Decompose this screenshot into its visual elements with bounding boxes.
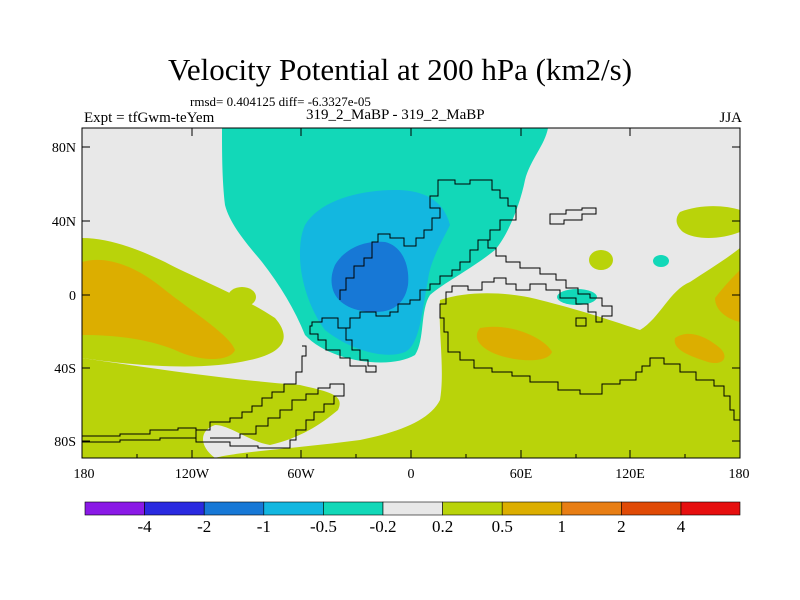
colorbar-label-6: 0.5 xyxy=(492,517,513,536)
colorbar-label-8: 2 xyxy=(617,517,626,536)
region-pos-small-1 xyxy=(228,287,256,307)
contour-fill xyxy=(82,128,740,458)
coastlines xyxy=(82,179,740,449)
lat-label-80n: 80N xyxy=(52,141,76,156)
lon-label-60e: 60E xyxy=(510,467,533,482)
colorbar-label-1: -2 xyxy=(197,517,211,536)
lon-labels: 180 120W 60W 0 60E 120E 180 xyxy=(74,467,750,482)
colorbar-box-5 xyxy=(382,501,443,516)
region-mid-africa xyxy=(476,326,552,361)
colorbar-box-2 xyxy=(203,501,265,516)
colorbar-box-3 xyxy=(263,501,324,516)
colorbar-label-3: -0.5 xyxy=(310,517,337,536)
colorbar-box-9 xyxy=(621,501,682,516)
subtitle: 319_2_MaBP - 319_2_MaBP xyxy=(306,107,485,123)
colorbar-label-2: -1 xyxy=(257,517,271,536)
colorbar-label-7: 1 xyxy=(558,517,567,536)
region-neg-small-1 xyxy=(557,289,597,305)
region-mid-west xyxy=(82,259,235,359)
colorbar-labels: -4 -2 -1 -0.5 -0.2 0.2 0.5 1 2 4 xyxy=(138,517,686,536)
lon-label-180w: 180 xyxy=(74,467,95,482)
lat-label-40n: 40N xyxy=(52,215,76,230)
coast-island-2 xyxy=(575,317,587,327)
region-neg-small-2 xyxy=(653,255,669,267)
coast-america xyxy=(309,179,517,373)
season-label: JJA xyxy=(719,110,742,126)
colorbar xyxy=(84,501,741,516)
region-pos-africa-indian xyxy=(215,248,740,458)
colorbar-label-9: 4 xyxy=(677,517,686,536)
coast-south-america xyxy=(195,345,345,449)
region-pos-small-2 xyxy=(589,250,613,270)
region-mid-east xyxy=(674,333,725,364)
colorbar-label-5: 0.2 xyxy=(432,517,453,536)
map-title: Velocity Potential at 200 hPa (km2/s) xyxy=(167,52,633,87)
colorbar-box-1 xyxy=(144,501,205,516)
lat-label-40s: 40S xyxy=(54,362,76,377)
lat-label-80s: 80S xyxy=(54,435,76,450)
colorbar-box-0 xyxy=(84,501,145,516)
coast-greenland xyxy=(339,184,441,300)
coast-south-tip xyxy=(82,427,197,443)
lon-label-60w: 60W xyxy=(287,467,315,482)
stats-text: rmsd= 0.404125 diff= -6.3327e-05 xyxy=(190,94,371,109)
colorbar-box-10 xyxy=(680,501,741,516)
colorbar-box-8 xyxy=(561,501,622,516)
colorbar-box-4 xyxy=(323,501,384,516)
coast-europe-asia xyxy=(439,239,740,421)
lon-label-0: 0 xyxy=(408,467,415,482)
region-neg-high xyxy=(331,241,409,312)
lon-label-180e: 180 xyxy=(729,467,750,482)
colorbar-box-6 xyxy=(442,501,503,516)
coast-east-island xyxy=(549,207,597,225)
region-mid-edge xyxy=(715,270,740,322)
experiment-label: Expt = tfGwm-teYem xyxy=(84,110,215,126)
lon-label-120e: 120E xyxy=(615,467,645,482)
axis-ticks xyxy=(82,128,740,458)
lat-label-0: 0 xyxy=(69,289,76,304)
colorbar-box-7 xyxy=(501,501,563,516)
colorbar-label-4: -0.2 xyxy=(370,517,397,536)
region-pos-east-blob xyxy=(676,206,740,238)
lon-label-120w: 120W xyxy=(175,467,210,482)
region-pos-south-band xyxy=(82,358,340,458)
colorbar-label-0: -4 xyxy=(138,517,153,536)
lat-labels: 80N 40N 0 40S 80S xyxy=(52,141,76,450)
